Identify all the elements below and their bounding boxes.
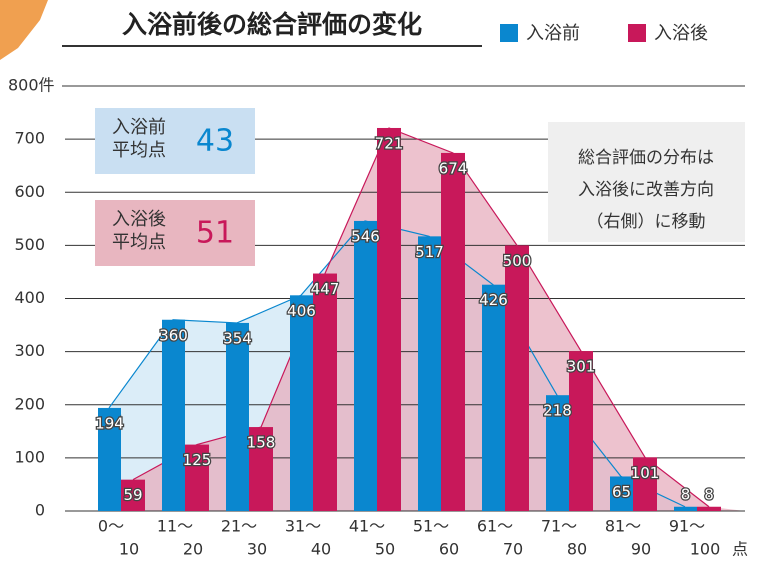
x-tick-label: 41～ — [349, 517, 385, 536]
bar — [313, 274, 337, 511]
chart-title: 入浴前後の総合評価の変化 — [122, 10, 422, 39]
bar — [505, 245, 529, 511]
x-tick-label: 21～ — [221, 517, 257, 536]
annotation-text: 平均点 — [112, 232, 166, 253]
y-tick-label: 200 — [14, 394, 45, 413]
y-tick-label: 300 — [14, 341, 45, 360]
bar — [418, 236, 441, 511]
x-tick-label: 30 — [247, 540, 267, 559]
x-tick-label: 81～ — [605, 517, 641, 536]
y-tick-label: 100 — [14, 447, 45, 466]
x-tick-label: 51～ — [413, 517, 449, 536]
bar — [377, 128, 401, 511]
annotation-value: 51 — [196, 216, 234, 251]
x-tick-label: 11～ — [157, 517, 193, 536]
value-label: 125 — [183, 451, 212, 469]
legend-swatch — [500, 24, 518, 42]
x-axis-label: 点 — [732, 540, 748, 559]
x-tick-label: 20 — [183, 540, 203, 559]
value-label: 546 — [351, 227, 380, 245]
bar — [290, 295, 313, 511]
annotation-text: 平均点 — [112, 140, 166, 161]
bar — [482, 285, 505, 511]
value-label: 8 — [704, 485, 714, 503]
legend-swatch — [628, 24, 646, 42]
value-label: 301 — [567, 358, 596, 376]
value-label: 360 — [159, 326, 188, 344]
y-tick-label: 600 — [14, 182, 45, 201]
bar — [441, 153, 465, 511]
value-label: 194 — [95, 414, 124, 432]
value-label: 517 — [415, 243, 444, 261]
legend-label: 入浴後 — [654, 23, 708, 44]
x-tick-label: 91～ — [669, 517, 705, 536]
x-tick-label: 50 — [375, 540, 395, 559]
bar — [162, 320, 185, 511]
corner-decoration — [0, 0, 48, 60]
value-label: 500 — [503, 252, 532, 270]
value-label: 426 — [479, 291, 508, 309]
x-tick-label: 80 — [567, 540, 587, 559]
value-label: 101 — [631, 464, 660, 482]
annotation-value: 43 — [196, 124, 234, 159]
x-tick-label: 71～ — [541, 517, 577, 536]
value-label: 447 — [311, 280, 340, 298]
y-tick-label: 700 — [14, 129, 45, 148]
value-label: 158 — [247, 434, 276, 452]
note-text: （右側）に移動 — [587, 212, 706, 232]
x-tick-label: 100 — [690, 540, 721, 559]
x-tick-label: 61～ — [477, 517, 513, 536]
value-label: 674 — [439, 159, 468, 177]
legend-label: 入浴前 — [526, 23, 580, 44]
value-label: 721 — [375, 134, 404, 152]
x-tick-label: 40 — [311, 540, 331, 559]
x-tick-label: 90 — [631, 540, 651, 559]
bar — [674, 507, 697, 511]
x-tick-label: 0～ — [98, 517, 124, 536]
value-label: 218 — [543, 402, 572, 420]
y-tick-label: 0 — [35, 501, 45, 520]
x-tick-label: 60 — [439, 540, 459, 559]
x-tick-label: 10 — [119, 540, 139, 559]
chart: 入浴前後の総合評価の変化 0 100 200 300 400 500 600 700 800件 1… — [0, 0, 760, 563]
value-label: 8 — [681, 485, 691, 503]
page: 入浴前後の総合評価の変化 0 100 200 300 400 500 600 700 800件 1… — [0, 0, 760, 563]
annotation-text: 入浴後 — [112, 209, 166, 230]
y-tick-label: 500 — [14, 235, 45, 254]
value-label: 406 — [287, 302, 316, 320]
value-label: 59 — [123, 486, 142, 504]
value-label: 65 — [612, 483, 631, 501]
note-text: 総合評価の分布は — [578, 148, 714, 168]
value-label: 354 — [223, 329, 252, 347]
bar — [226, 323, 249, 511]
bar — [697, 507, 721, 511]
x-tick-label: 70 — [503, 540, 523, 559]
annotation-text: 入浴前 — [112, 117, 166, 138]
x-tick-label: 31～ — [285, 517, 321, 536]
note-text: 入浴後に改善方向 — [578, 180, 714, 200]
y-tick-label: 400 — [14, 288, 45, 307]
y-tick-label: 800件 — [8, 76, 55, 95]
bar — [354, 221, 377, 511]
